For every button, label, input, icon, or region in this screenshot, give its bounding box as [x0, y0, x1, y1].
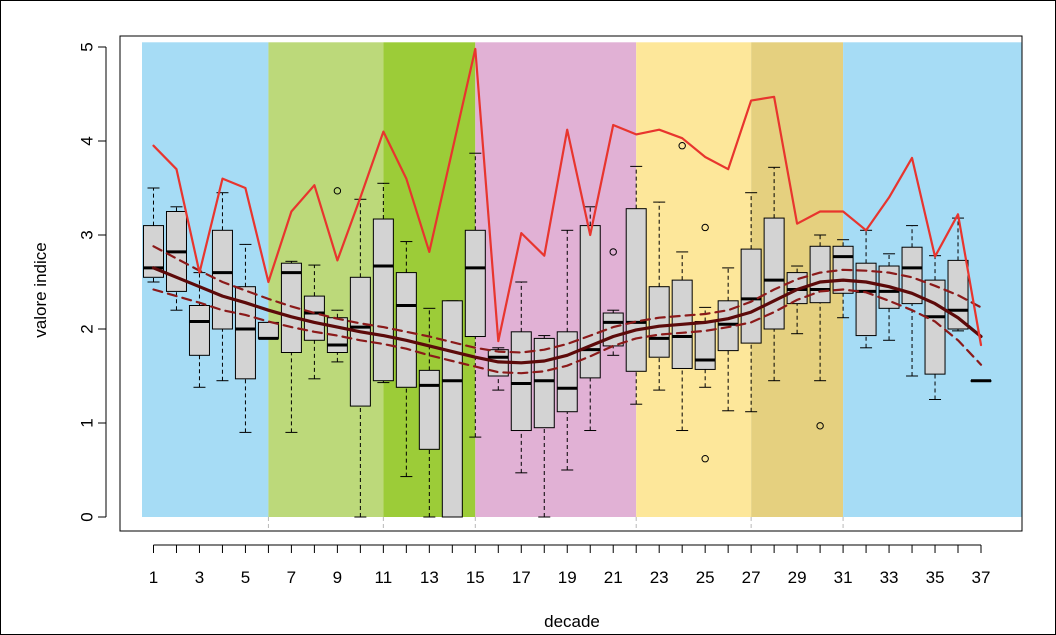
outlier-point	[333, 187, 342, 195]
boxplots	[142, 142, 992, 518]
boxplot	[165, 206, 187, 311]
y-tick-label: 1	[77, 418, 96, 427]
x-tick-label: 1	[149, 568, 158, 587]
series-lines	[151, 47, 983, 375]
plot-border	[119, 35, 1023, 532]
y-tick-label: 4	[77, 136, 96, 145]
boxplot	[901, 225, 923, 377]
outlier-point	[816, 422, 824, 430]
box-iqr	[763, 217, 785, 330]
x-tick-label: 31	[834, 568, 853, 587]
x-tick-label: 9	[333, 568, 342, 587]
box-iqr	[510, 331, 532, 432]
x-tick-label: 27	[742, 568, 761, 587]
box-iqr	[464, 229, 486, 338]
x-tick-label: 7	[287, 568, 296, 587]
outlier-point	[701, 455, 709, 463]
confidence-lower-line	[152, 288, 983, 375]
boxplot	[395, 241, 417, 478]
box-iqr	[418, 369, 440, 450]
boxplot	[372, 182, 394, 384]
box-iqr	[855, 262, 877, 337]
boxplot	[648, 201, 670, 391]
box-iqr	[924, 279, 946, 375]
x-tick-label: 3	[195, 568, 204, 587]
outlier-point	[678, 142, 686, 150]
y-tick-label: 2	[77, 324, 96, 333]
x-axis-label: decade	[544, 612, 600, 631]
boxplot	[970, 379, 992, 383]
box-iqr	[349, 276, 371, 407]
y-axis: 0 1 2 3 4 5	[77, 42, 107, 522]
boxplot	[763, 166, 785, 382]
boxplot	[349, 198, 371, 518]
x-tick-label: 37	[972, 568, 991, 587]
x-tick-label: 15	[466, 568, 485, 587]
box-iqr	[280, 262, 302, 354]
boxplot	[510, 281, 532, 474]
outlier-point	[701, 223, 709, 232]
box-iqr	[740, 248, 762, 344]
confidence-upper-line	[152, 245, 983, 354]
boxplot	[142, 187, 164, 283]
background-band	[475, 42, 637, 518]
box-iqr	[648, 286, 670, 358]
box-iqr	[533, 337, 555, 429]
boxplot	[211, 192, 233, 382]
box-iqr	[303, 295, 325, 341]
boxplot	[924, 255, 946, 400]
y-tick-label: 0	[77, 512, 96, 521]
box-iqr	[556, 331, 578, 413]
y-tick-label: 5	[77, 42, 96, 51]
box-iqr	[372, 218, 394, 382]
x-tick-label: 29	[788, 568, 807, 587]
x-tick-label: 33	[880, 568, 899, 587]
boxplot	[280, 260, 302, 433]
box-iqr	[257, 321, 279, 339]
box-iqr	[441, 300, 463, 518]
x-tick-label: 35	[926, 568, 945, 587]
y-axis-label: valore indice	[31, 242, 50, 337]
x-tick-label: 17	[512, 568, 531, 587]
box-iqr	[211, 229, 233, 330]
box-iqr	[188, 305, 210, 356]
max-line-line	[152, 47, 983, 347]
boxplot	[418, 307, 440, 518]
x-tick-label: 11	[375, 568, 393, 587]
boxplot	[717, 267, 739, 412]
boxplot	[234, 243, 256, 433]
x-tick-label: 25	[696, 568, 715, 587]
box-iqr	[234, 286, 256, 380]
boxplot	[464, 152, 486, 438]
boxplot	[441, 300, 463, 518]
background-band	[636, 42, 752, 518]
boxplot	[188, 272, 210, 388]
boxplot	[257, 321, 279, 340]
x-tick-label: 13	[420, 568, 439, 587]
x-tick-label: 23	[650, 568, 669, 587]
x-axis: 1 3 5 7 9 11 13 15 17 19 21 23 25 27 29 31 33 35 37	[149, 544, 991, 587]
box-iqr	[579, 225, 601, 379]
boxplot	[809, 234, 831, 430]
box-iqr	[625, 208, 647, 372]
smooth-fit-line	[151, 266, 983, 365]
background-band	[142, 42, 269, 518]
x-tick-label: 19	[558, 568, 577, 587]
y-tick-label: 3	[77, 230, 96, 239]
x-tick-label: 21	[604, 568, 623, 587]
outlier-point	[609, 248, 617, 256]
band-dividers	[267, 517, 844, 531]
box-iqr	[142, 225, 164, 278]
x-tick-label: 5	[241, 568, 250, 587]
